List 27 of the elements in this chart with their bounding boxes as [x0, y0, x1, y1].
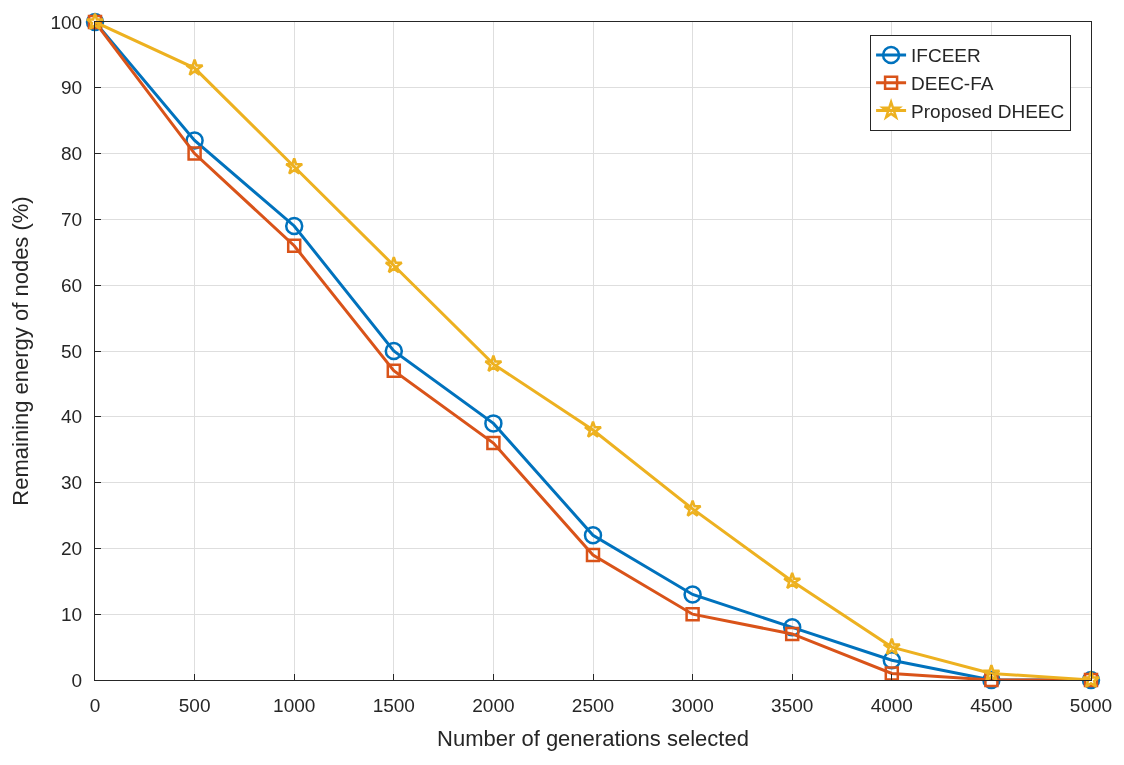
- x-tick-label: 3500: [771, 694, 814, 716]
- y-tick-label: 80: [61, 143, 83, 165]
- x-tick-label: 4000: [870, 694, 913, 716]
- x-tick-label: 2500: [571, 694, 615, 716]
- y-tick-label: 60: [61, 274, 83, 296]
- y-tick-label: 30: [61, 472, 83, 494]
- legend-label: IFCEER: [911, 45, 981, 67]
- x-tick-label: 4500: [970, 694, 1013, 716]
- y-tick-label: 10: [61, 603, 83, 625]
- y-tick-label: 100: [50, 11, 83, 33]
- x-tick-label: 3000: [671, 694, 714, 716]
- x-tick-label: 1500: [372, 694, 415, 716]
- y-tick-label: 40: [61, 406, 83, 428]
- y-tick-label: 70: [61, 209, 83, 231]
- y-tick-label: 50: [61, 340, 83, 362]
- legend-label: DEEC-FA: [911, 73, 994, 95]
- x-tick-label: 1000: [273, 694, 316, 716]
- x-axis-title: Number of generations selected: [437, 725, 749, 751]
- y-tick-label: 20: [61, 538, 83, 560]
- legend-label: Proposed DHEEC: [911, 100, 1065, 122]
- x-tick-label: 2000: [472, 694, 515, 716]
- y-axis-title: Remaining energy of nodes (%): [8, 196, 34, 506]
- y-tick-label: 0: [71, 669, 83, 691]
- x-tick-label: 5000: [1069, 694, 1113, 716]
- y-tick-label: 90: [61, 77, 83, 99]
- x-tick-label: 0: [89, 694, 101, 716]
- x-tick-label: 500: [178, 694, 211, 716]
